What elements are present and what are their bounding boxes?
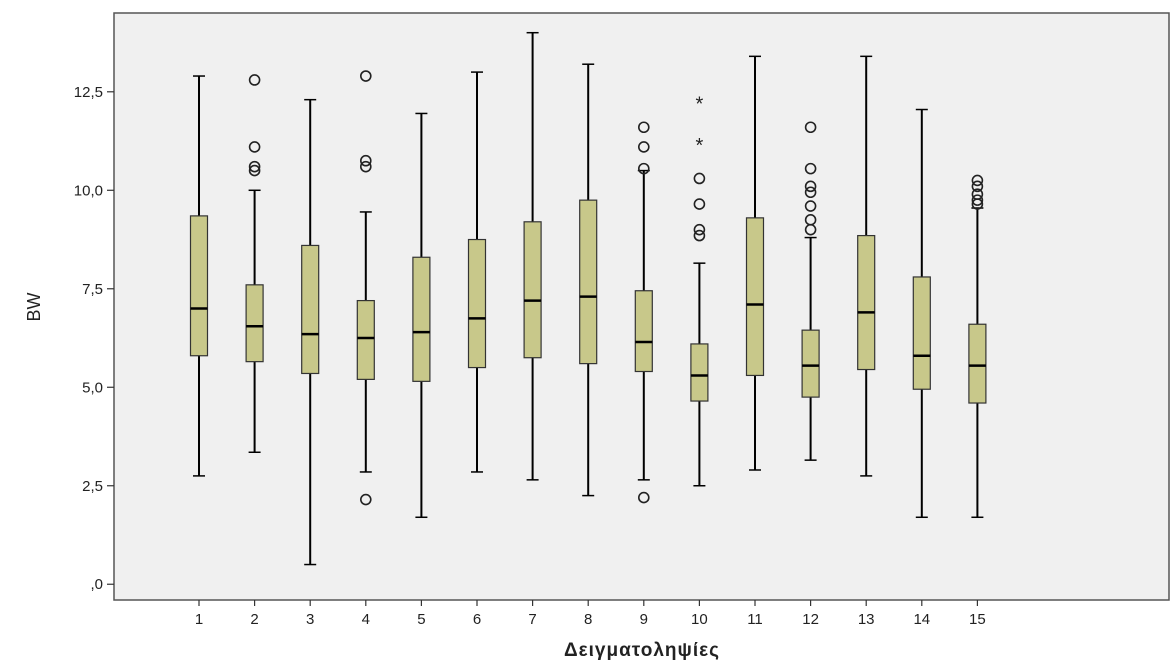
x-tick-label: 7: [528, 611, 536, 628]
outlier-point: [804, 223, 817, 236]
x-tick-label: 4: [362, 611, 370, 628]
iqr-box: [467, 238, 487, 369]
x-tick-label: 3: [306, 611, 314, 628]
outlier-point: [804, 162, 817, 175]
outlier-point: [971, 194, 984, 206]
iqr-box: [968, 323, 987, 404]
y-tick-label: 12,5: [74, 84, 103, 101]
box-6: [467, 71, 487, 473]
x-tick-label: 10: [691, 611, 708, 628]
x-tick-label: 1: [195, 611, 203, 628]
outlier-point: [637, 121, 650, 134]
iqr-box: [857, 234, 876, 371]
outlier-point: [359, 160, 372, 173]
x-tick-label: 5: [417, 611, 425, 628]
y-tick-label: ,0: [90, 576, 103, 593]
box-7: [523, 31, 542, 481]
box-9: [634, 121, 653, 504]
outlier-point: [248, 160, 261, 173]
iqr-box: [634, 290, 653, 373]
outlier-point: [804, 180, 817, 193]
x-axis: 1 2 3 4 5 6 7 8 9 10 11 12 13 14 15: [195, 600, 986, 628]
box-14: [912, 108, 931, 519]
box-3: [301, 98, 320, 566]
outlier-point: [693, 223, 706, 236]
outlier-point: [248, 74, 261, 86]
outlier-point: [693, 229, 706, 242]
outlier-point: [971, 174, 984, 187]
iqr-box: [912, 276, 931, 390]
outlier-point: [248, 141, 261, 153]
y-axis-label: BW: [24, 292, 44, 321]
iqr-box: [690, 343, 709, 402]
outlier-point: [359, 70, 372, 82]
box-4: [356, 70, 375, 506]
iqr-box: [189, 215, 209, 357]
y-axis: ,0 2,5 5,0 7,5 10,0 12,5: [74, 84, 114, 593]
extreme-point: *: [696, 94, 704, 116]
extreme-point: *: [696, 135, 704, 157]
iqr-box: [356, 299, 375, 380]
x-tick-label: 13: [858, 611, 875, 628]
x-tick-label: 15: [969, 611, 986, 628]
x-tick-label: 14: [913, 611, 930, 628]
outlier-point: [359, 154, 372, 167]
outlier-point: [971, 180, 984, 193]
iqr-box: [579, 199, 598, 365]
outlier-point: [693, 198, 706, 210]
y-tick-label: 10,0: [74, 182, 103, 199]
outlier-point: [637, 491, 650, 504]
y-tick-label: 2,5: [82, 478, 103, 495]
outlier-point: [359, 493, 372, 506]
box-1: [189, 75, 209, 477]
outlier-point: [637, 141, 650, 153]
x-tick-label: 6: [473, 611, 481, 628]
iqr-box: [745, 217, 765, 377]
iqr-box: [245, 284, 264, 363]
x-tick-label: 9: [640, 611, 648, 628]
outlier-point: [971, 198, 984, 210]
box-15: [968, 174, 987, 519]
box-8: [579, 63, 598, 497]
x-tick-label: 11: [747, 611, 763, 628]
box-10: **: [690, 94, 709, 487]
y-tick-label: 7,5: [82, 281, 103, 298]
x-tick-label: 8: [584, 611, 592, 628]
outlier-point: [248, 164, 261, 177]
box-2: [245, 74, 264, 454]
outlier-point: [804, 121, 817, 134]
iqr-box: [412, 256, 431, 382]
outlier-point: [804, 200, 817, 212]
box-series: **: [189, 31, 987, 566]
outlier-point: [637, 162, 650, 175]
outlier-point: [693, 172, 706, 185]
box-13: [857, 55, 876, 477]
box-11: [745, 55, 765, 471]
x-axis-label: Δειγματοληψίες: [564, 640, 720, 661]
y-tick-label: 5,0: [82, 379, 103, 396]
x-tick-label: 2: [250, 611, 258, 628]
outlier-point: [804, 186, 817, 199]
iqr-box: [523, 221, 542, 359]
iqr-box: [801, 329, 820, 398]
box-12: [801, 121, 820, 461]
box-5: [412, 112, 431, 519]
iqr-box: [301, 244, 320, 375]
x-tick-label: 12: [802, 611, 819, 628]
